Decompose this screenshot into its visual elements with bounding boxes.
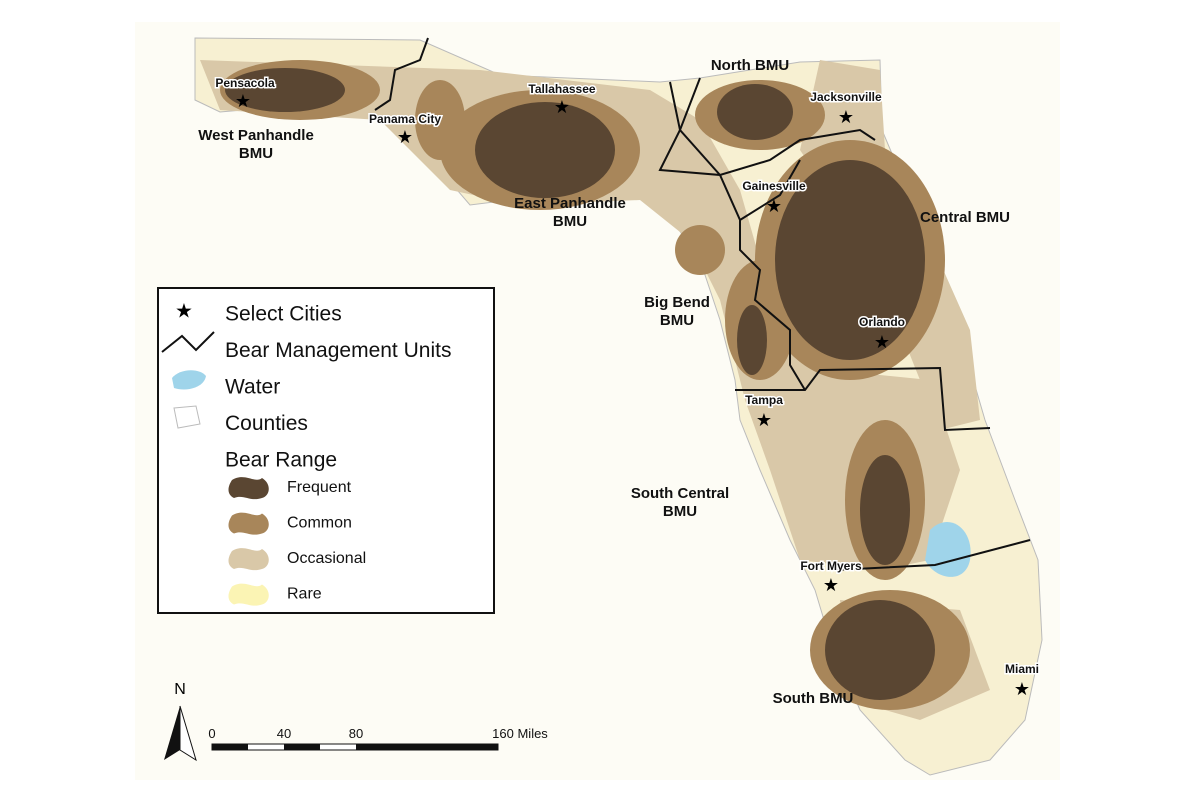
scale-seg [356,744,498,750]
city-star: ★ [756,410,772,430]
legend-line [161,331,215,353]
legend-label: Water [225,376,280,399]
bmu-label: BMU [660,312,694,329]
city-star: ★ [554,97,570,117]
scale-seg [284,744,320,750]
city-star: ★ [397,127,413,147]
legend-county [173,405,201,429]
legend-swatch [228,512,269,535]
city-label: Tallahassee [528,82,595,96]
bmu-label: BMU [239,145,273,162]
city-label: Fort Myers [800,559,862,573]
legend-range-label: Occasional [287,550,366,567]
city-star: ★ [235,91,251,111]
north-label: N [174,681,186,698]
bmu-label: East Panhandle [514,195,626,212]
bmu-label: West Panhandle [198,127,314,144]
city-label: Gainesville [742,179,806,193]
city-star: ★ [1014,679,1030,699]
legend-label: Bear Management Units [225,339,451,362]
bmu-label: Big Bend [644,294,710,311]
bear-range-frequent [225,68,935,700]
scale-label: 40 [277,726,291,741]
north-arrow: N [164,681,197,762]
arrow-right [179,705,197,762]
legend-box [157,287,495,614]
city-label: Jacksonville [810,90,882,104]
city-label: Tampa [745,393,783,407]
bmu-label: Central BMU [920,209,1010,226]
legend-range-label: Rare [287,586,322,603]
city-label: Panama City [369,112,441,126]
legend-range-label: Frequent [287,479,352,496]
city-star: ★ [874,332,890,352]
city-label: Orlando [859,315,905,329]
legend-swatch [228,548,269,571]
scale-seg [212,744,248,750]
bmu-boundaries [374,37,1031,571]
bmu-label: South BMU [773,690,854,707]
legend-label: Counties [225,412,308,435]
legend-swatch [228,477,269,500]
legend-water [172,370,206,390]
city-star: ★ [766,196,782,216]
legend-label: Bear Range [225,449,337,472]
legend-range-label: Common [287,515,352,532]
bmu-label: North BMU [711,57,789,74]
arrow-left [164,706,180,760]
legend-label: Select Cities [225,303,342,326]
scale-label: 0 [208,726,215,741]
city-star: ★ [823,575,839,595]
legend-swatch [228,583,269,606]
scale-bar: 0 40 80 160 Miles [208,726,548,751]
bmu-label: South Central [631,485,729,502]
scale-label: 80 [349,726,363,741]
bmu-label: BMU [553,213,587,230]
legend-star: ★ [175,300,193,322]
city-label: Pensacola [215,76,275,90]
legend: ★ Select Cities Bear Management Units Wate… [157,287,495,614]
city-label: Miami [1005,662,1039,676]
city-star: ★ [838,107,854,127]
scale-label: 160 Miles [492,726,548,741]
bmu-label: BMU [663,503,697,520]
water [925,521,971,577]
